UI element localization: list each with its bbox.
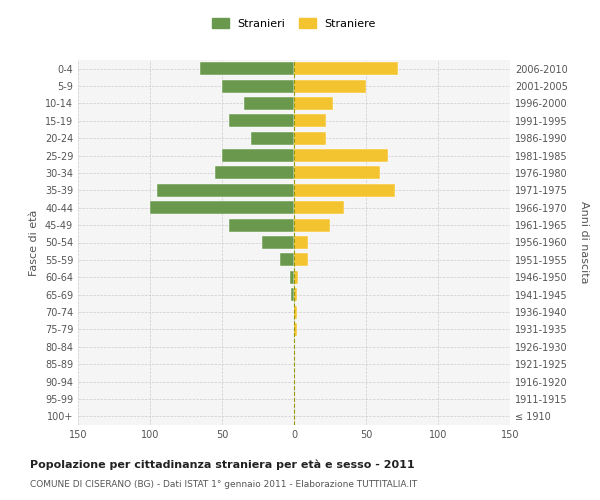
Bar <box>222 149 294 162</box>
Y-axis label: Anni di nascita: Anni di nascita <box>579 201 589 284</box>
Bar <box>157 184 294 197</box>
Legend: Stranieri, Straniere: Stranieri, Straniere <box>212 18 376 29</box>
Text: COMUNE DI CISERANO (BG) - Dati ISTAT 1° gennaio 2011 - Elaborazione TUTTITALIA.I: COMUNE DI CISERANO (BG) - Dati ISTAT 1° … <box>30 480 417 489</box>
Bar <box>294 323 297 336</box>
Bar <box>294 306 297 318</box>
Bar <box>294 254 308 266</box>
Bar <box>294 236 308 249</box>
Y-axis label: Fasce di età: Fasce di età <box>29 210 39 276</box>
Bar <box>150 201 294 214</box>
Bar <box>290 270 294 284</box>
Bar <box>294 97 333 110</box>
Bar <box>244 97 294 110</box>
Bar <box>294 114 326 128</box>
Bar <box>215 166 294 179</box>
Bar <box>294 288 297 301</box>
Text: Popolazione per cittadinanza straniera per età e sesso - 2011: Popolazione per cittadinanza straniera p… <box>30 460 415 470</box>
Bar <box>251 132 294 144</box>
Bar <box>222 80 294 92</box>
Bar <box>229 114 294 128</box>
Bar <box>291 288 294 301</box>
Bar <box>294 132 326 144</box>
Bar <box>294 166 380 179</box>
Bar <box>294 62 398 75</box>
Bar <box>262 236 294 249</box>
Bar <box>229 218 294 232</box>
Bar <box>200 62 294 75</box>
Bar <box>294 218 330 232</box>
Bar <box>294 149 388 162</box>
Bar <box>294 80 366 92</box>
Bar <box>294 201 344 214</box>
Bar <box>280 254 294 266</box>
Bar <box>294 184 395 197</box>
Bar <box>294 270 298 284</box>
